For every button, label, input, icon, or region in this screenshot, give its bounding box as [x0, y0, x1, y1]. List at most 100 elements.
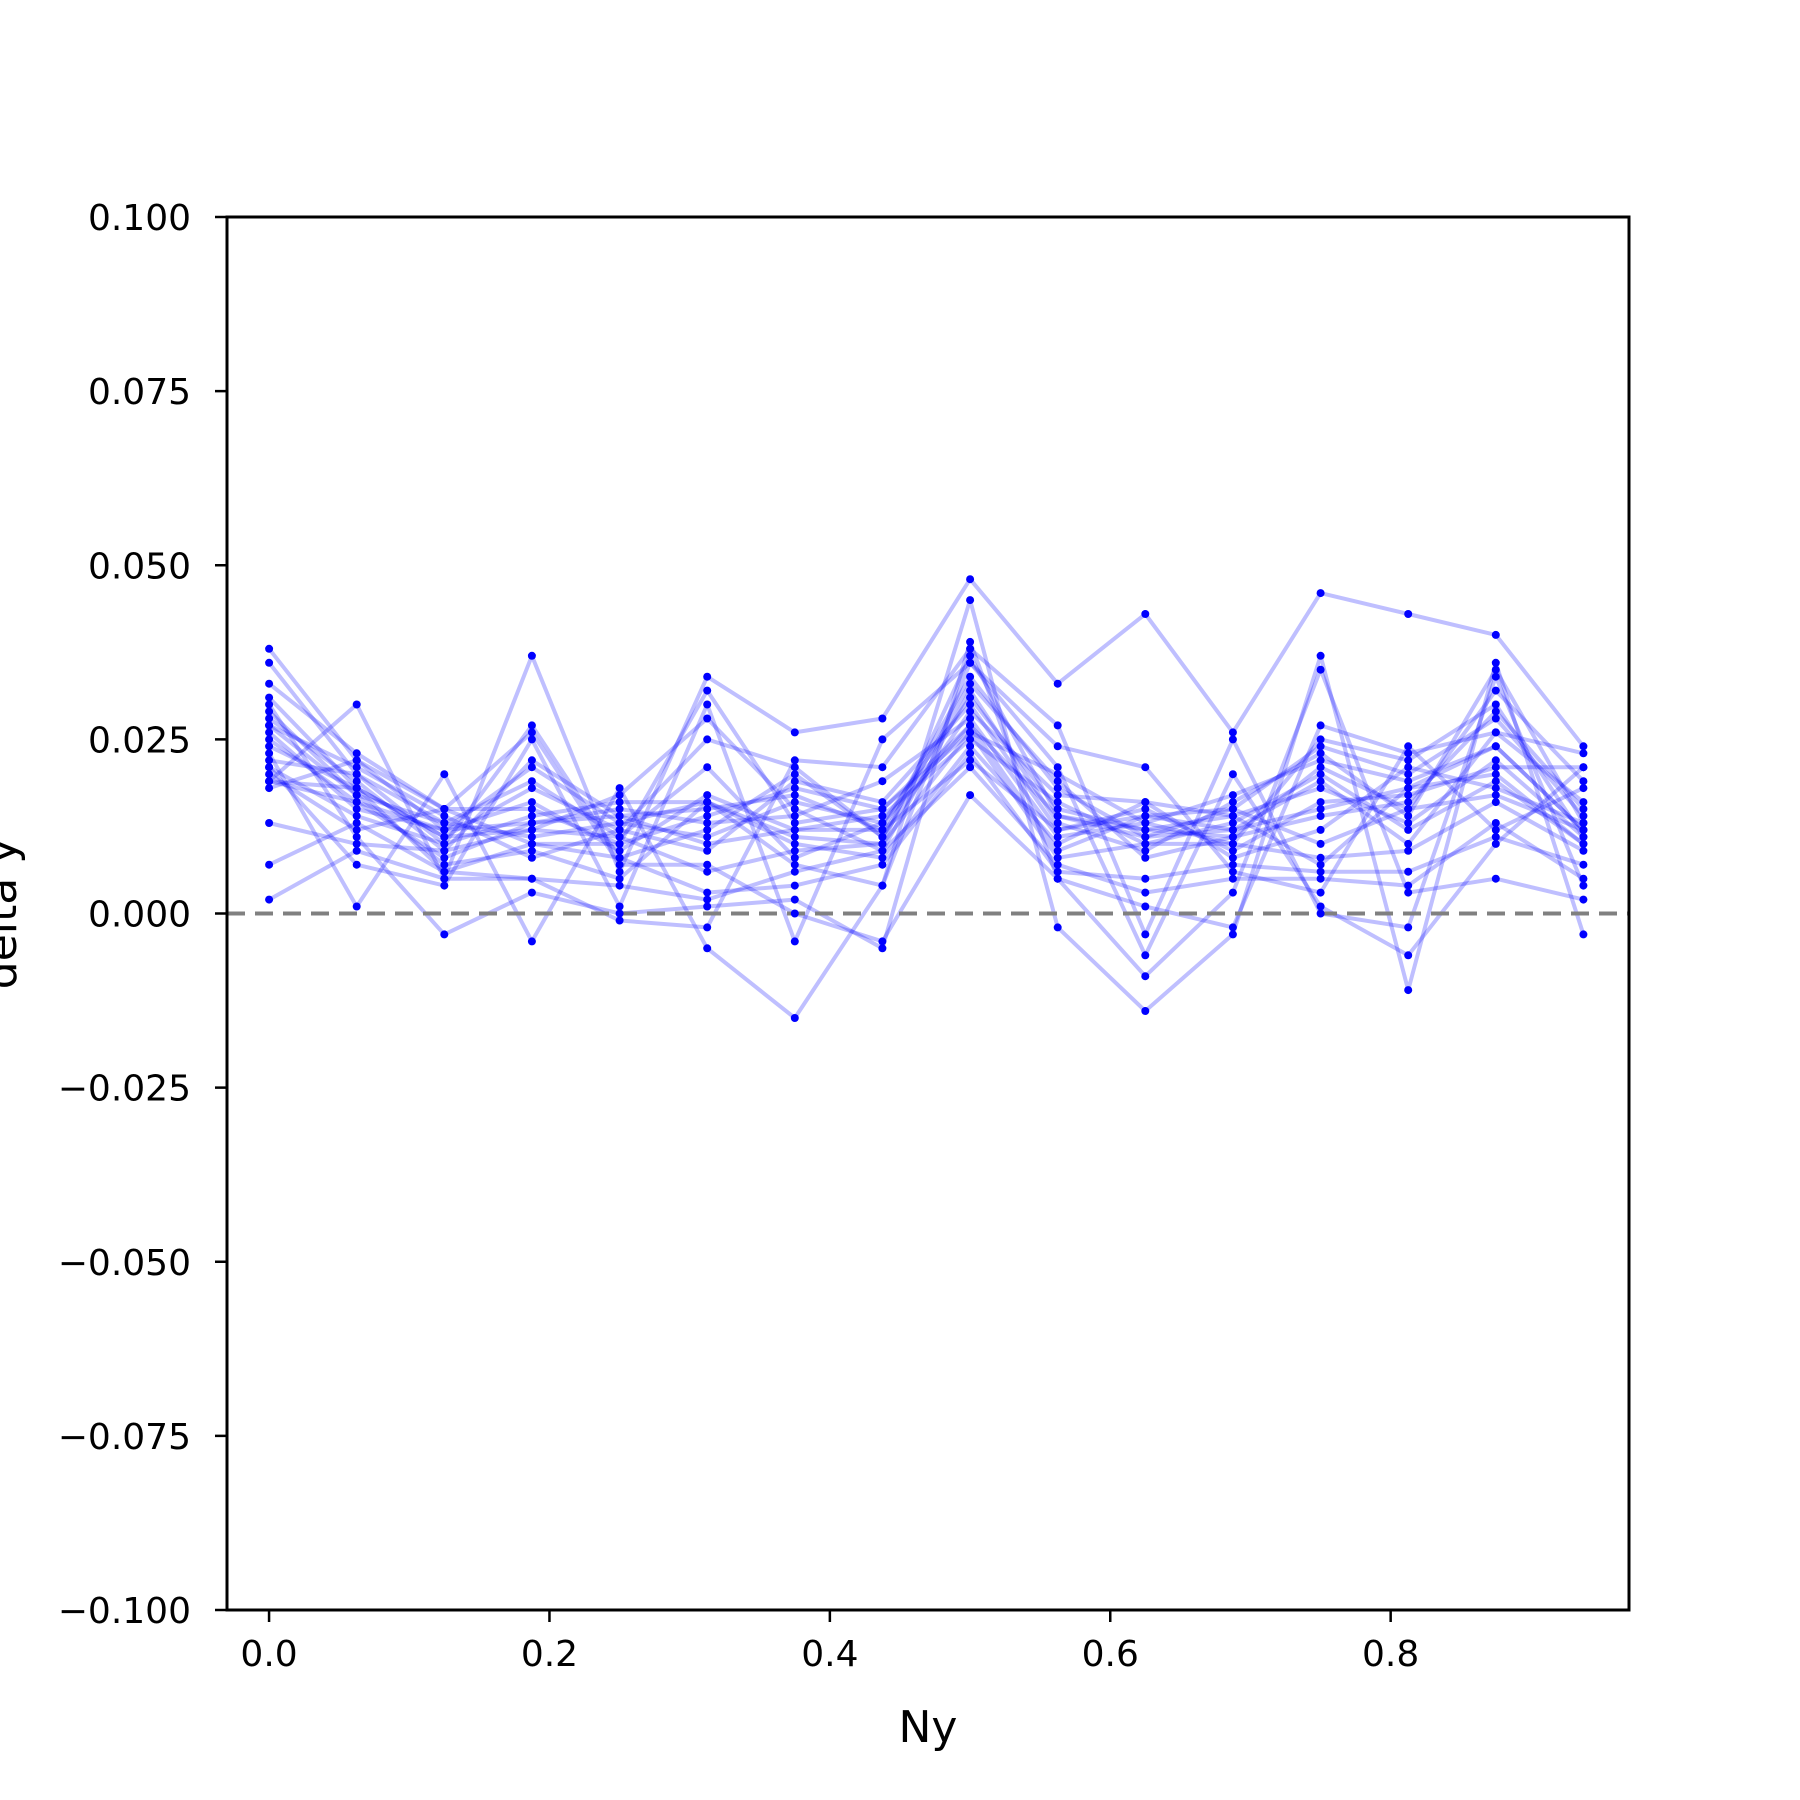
data-point [1579, 777, 1588, 786]
data-point [1141, 819, 1150, 827]
data-point [1404, 756, 1413, 765]
data-point [615, 916, 624, 925]
data-point [1579, 874, 1588, 883]
data-point [1141, 839, 1150, 848]
data-point [1316, 784, 1325, 793]
data-point [790, 846, 799, 855]
data-point [966, 596, 975, 605]
data-point [1141, 825, 1150, 834]
data-point [527, 756, 536, 765]
data-point [527, 763, 536, 772]
data-point [966, 721, 975, 730]
data-point [703, 902, 712, 911]
data-point [966, 644, 975, 653]
data-point [1404, 825, 1413, 834]
data-point [440, 819, 449, 827]
data-point [1141, 853, 1150, 862]
series-line [267, 598, 1586, 1020]
data-point [1316, 853, 1325, 862]
data-point [615, 805, 624, 813]
data-point [1228, 812, 1237, 820]
data-point [878, 944, 887, 953]
data-point [527, 853, 536, 862]
data-point [878, 777, 887, 786]
data-point [440, 853, 449, 862]
data-point [1053, 777, 1062, 786]
data-point [440, 881, 449, 890]
y-tick-label: 0.050 [88, 546, 191, 587]
data-point [352, 812, 361, 820]
data-point [703, 867, 712, 876]
data-point [527, 874, 536, 883]
data-point [878, 763, 887, 772]
series-line [267, 647, 1585, 846]
series-line [268, 723, 1584, 944]
data-point [352, 839, 361, 848]
data-point [615, 839, 624, 848]
y-axis-label: delta y [0, 838, 27, 989]
data-point [1228, 825, 1237, 834]
data-point [1228, 839, 1237, 848]
data-point [615, 812, 624, 820]
data-point [1491, 756, 1500, 765]
data-point [615, 881, 624, 890]
y-tick-label: 0.100 [88, 198, 191, 239]
data-point [1141, 874, 1150, 883]
data-point [966, 749, 975, 758]
data-point [790, 770, 799, 779]
y-tick-label: −0.025 [58, 1069, 191, 1110]
x-axis-label: Ny [899, 1702, 958, 1753]
data-point [1053, 867, 1062, 876]
data-point [790, 819, 799, 827]
data-point [703, 839, 712, 848]
series-line [268, 744, 1585, 860]
data-point [1053, 742, 1062, 751]
data-point [878, 812, 887, 820]
data-point [790, 832, 799, 841]
series-line [268, 723, 1585, 846]
series-line [267, 710, 1585, 860]
data-point [1228, 853, 1237, 862]
data-point [352, 784, 361, 793]
data-point [1316, 909, 1325, 918]
data-point [1316, 777, 1325, 786]
data-point [966, 714, 975, 723]
series-layer [267, 577, 1586, 1020]
data-point [790, 777, 799, 786]
data-point [703, 895, 712, 904]
data-point [1316, 763, 1325, 772]
data-point [878, 832, 887, 841]
data-point [703, 944, 712, 953]
data-point [265, 895, 274, 904]
data-point [1404, 819, 1413, 827]
data-point [1404, 791, 1413, 800]
data-point [790, 763, 799, 772]
data-point [352, 846, 361, 855]
data-point [790, 784, 799, 793]
data-point [703, 791, 712, 800]
data-point [615, 846, 624, 855]
data-point [1053, 721, 1062, 730]
data-point [527, 888, 536, 897]
data-point [1491, 777, 1500, 786]
data-point [1316, 839, 1325, 848]
data-point [1141, 1007, 1150, 1015]
data-point [440, 846, 449, 855]
data-point [966, 763, 975, 772]
data-point [527, 728, 536, 737]
data-point [790, 881, 799, 890]
data-point [1404, 951, 1413, 960]
data-point [1579, 763, 1588, 772]
series-line [268, 758, 1585, 846]
data-point [1491, 665, 1500, 674]
data-point [1579, 860, 1588, 869]
data-point [966, 756, 975, 765]
data-point [1053, 819, 1062, 827]
data-point [1053, 923, 1062, 932]
data-point [352, 825, 361, 834]
y-tick-label: −0.075 [58, 1417, 191, 1458]
points-layer [265, 575, 1588, 1022]
data-point [878, 798, 887, 807]
data-point [265, 728, 274, 737]
data-point [1316, 749, 1325, 758]
